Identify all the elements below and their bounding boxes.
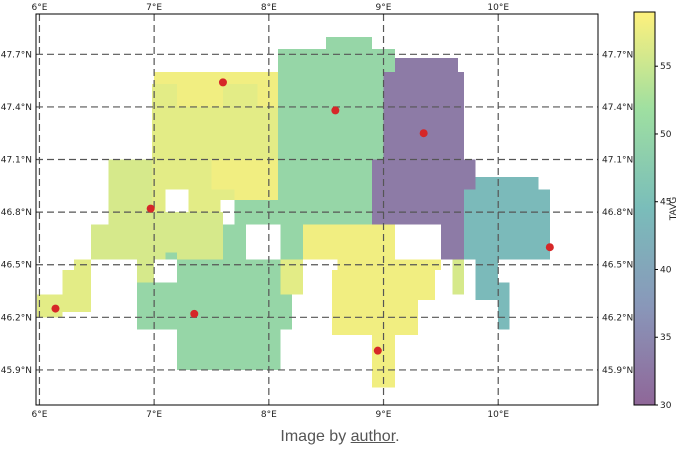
y-tick-right-3: 46.8°N <box>602 208 633 218</box>
x-tick-top-3: 9°E <box>376 3 392 13</box>
caption-suffix: . <box>395 428 400 445</box>
heat-cell-5-5 <box>475 259 499 300</box>
heat-cell-0-2 <box>188 189 221 213</box>
heat-cell-5-4 <box>538 189 550 260</box>
station-point-6 <box>373 346 382 355</box>
heat-cell-3-9 <box>222 224 246 260</box>
colorbar-tick-label-3: 45 <box>660 198 671 208</box>
heat-cell-2-5 <box>452 259 464 295</box>
x-tick-bottom-1: 7°E <box>146 410 162 420</box>
temperature-grid-layer <box>37 36 550 388</box>
axes-frame <box>35 13 599 406</box>
heat-cell-3-5 <box>136 282 178 318</box>
colorbar-tick-label-2: 40 <box>660 265 672 275</box>
y-tick-right-2: 46.5°N <box>602 261 633 271</box>
colorbar: 30 35 40 45 50 55 TAVG <box>633 11 679 411</box>
heat-cell-2-3 <box>91 224 109 248</box>
heat-cell-3-2 <box>326 36 373 50</box>
gridlines-layer <box>36 14 598 405</box>
station-point-2 <box>190 309 199 318</box>
y-tick-left-6: 47.7°N <box>1 50 32 60</box>
heat-cell-5-1 <box>475 177 539 190</box>
x-tick-bottom-4: 10°E <box>487 410 509 420</box>
heat-cell-5-3 <box>498 282 510 330</box>
heat-cell-4-0 <box>383 71 464 160</box>
y-tick-left-2: 46.5°N <box>1 261 32 271</box>
heat-cell-1-10 <box>394 259 441 270</box>
y-tick-right-6: 47.7°N <box>602 50 633 60</box>
tick-labels-layer: 6°E 6°E 7°E 7°E 8°E 8°E 9°E 9°E 10°E 10°E 45.9°N 45… <box>1 3 634 420</box>
map-figure: 6°E 6°E 7°E 7°E 8°E 8°E 9°E 9°E 10°E 10°E 45.9°N 45… <box>1 3 679 420</box>
y-tick-left-0: 45.9°N <box>1 366 32 376</box>
heat-cell-4-2 <box>372 159 476 213</box>
heat-cell-3-10 <box>280 294 292 330</box>
heat-cell-3-7 <box>165 252 178 260</box>
colorbar-label: TAVG <box>669 197 679 222</box>
x-tick-bottom-3: 9°E <box>376 410 392 420</box>
station-point-3 <box>218 78 227 87</box>
heat-cell-5-0 <box>463 189 539 260</box>
station-point-5 <box>419 129 428 138</box>
heat-cell-3-0 <box>278 49 384 225</box>
y-tick-left-1: 46.2°N <box>1 313 32 323</box>
heat-cell-0-7 <box>62 269 92 313</box>
heat-cell-1-2 <box>177 71 279 85</box>
author-link[interactable]: author <box>350 428 396 445</box>
colorbar-scale <box>633 11 656 406</box>
station-point-4 <box>331 106 340 115</box>
x-tick-top-4: 10°E <box>487 3 509 13</box>
x-tick-top-1: 7°E <box>146 3 162 13</box>
x-tick-bottom-2: 8°E <box>261 410 277 420</box>
heat-cell-1-6 <box>303 224 395 260</box>
y-tick-left-5: 47.4°N <box>1 103 32 113</box>
y-tick-right-0: 45.9°N <box>602 366 633 376</box>
station-point-7 <box>545 243 554 252</box>
heat-cell-1-4 <box>234 189 281 200</box>
colorbar-tick-label-5: 55 <box>660 62 671 72</box>
y-tick-right-1: 46.2°N <box>602 313 633 323</box>
stations-layer <box>51 78 554 355</box>
heat-cell-1-0 <box>177 84 223 107</box>
heat-cell-1-11 <box>417 269 436 300</box>
heat-cell-4-1 <box>394 57 459 72</box>
y-tick-left-4: 47.1°N <box>1 156 32 166</box>
colorbar-tick-label-0: 30 <box>660 401 672 411</box>
heat-cell-0-9 <box>37 294 63 318</box>
heat-cell-1-5 <box>154 71 178 85</box>
heat-cell-1-8 <box>331 269 418 335</box>
heat-cell-2-2 <box>108 159 152 225</box>
caption-prefix: Image by <box>280 428 351 445</box>
heat-cell-2-0 <box>91 224 235 260</box>
y-tick-left-3: 46.8°N <box>1 208 32 218</box>
heat-cell-3-3 <box>383 49 395 72</box>
station-point-0 <box>51 304 60 313</box>
station-point-1 <box>146 204 155 213</box>
y-tick-right-4: 47.1°N <box>602 156 633 166</box>
x-tick-top-2: 8°E <box>261 3 277 13</box>
heat-cell-1-3 <box>211 159 281 190</box>
heat-cell-0-0 <box>151 84 166 213</box>
colorbar-tick-label-4: 50 <box>660 130 672 140</box>
x-tick-bottom-0: 6°E <box>31 410 47 420</box>
heat-cell-4-4 <box>440 224 464 260</box>
heat-cell-3-6 <box>136 317 212 330</box>
heat-cell-4-3 <box>372 212 464 225</box>
heat-cell-3-1 <box>280 224 304 260</box>
y-tick-right-5: 47.4°N <box>602 103 633 113</box>
image-caption: Image by author. <box>0 428 680 446</box>
x-tick-top-0: 6°E <box>31 3 47 13</box>
colorbar-tick-label-1: 35 <box>660 333 671 343</box>
